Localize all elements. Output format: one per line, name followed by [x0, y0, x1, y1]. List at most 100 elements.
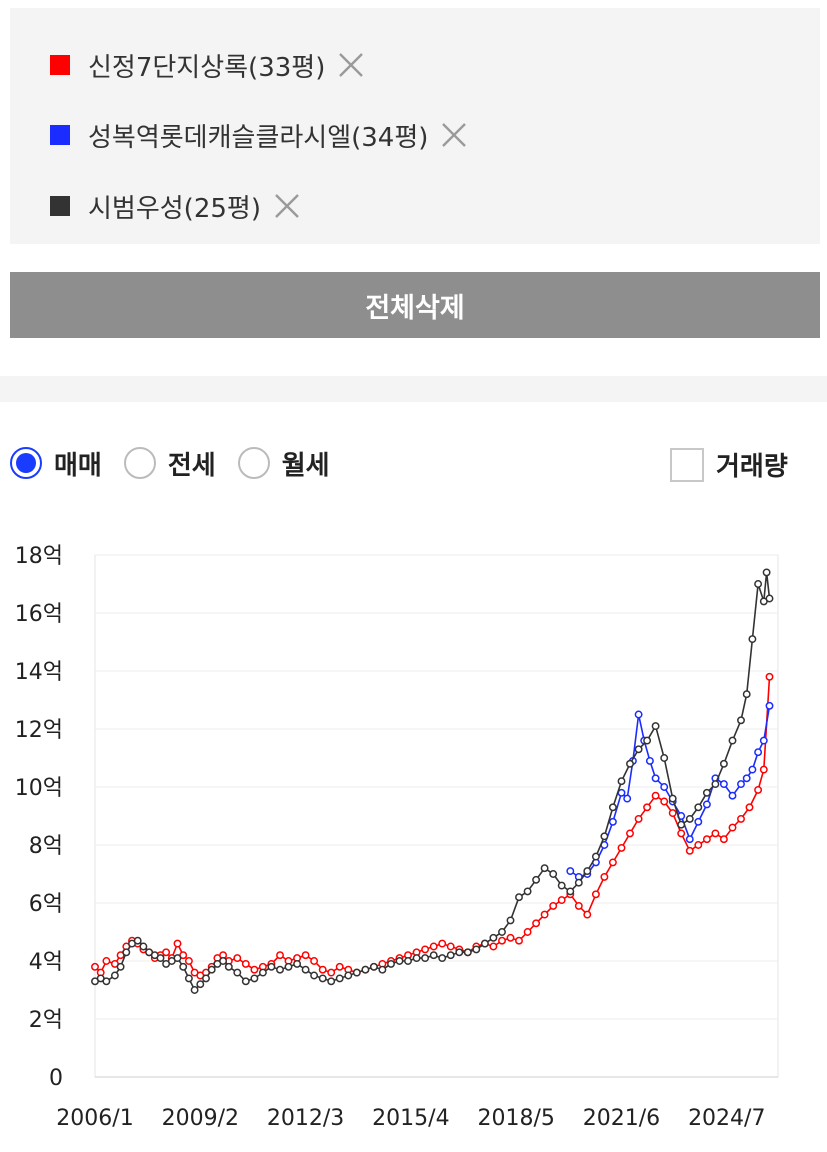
radio-label: 전세 — [167, 450, 216, 481]
data-point — [623, 794, 632, 803]
data-point — [759, 765, 768, 774]
data-point — [184, 957, 193, 965]
data-point — [745, 803, 754, 812]
data-point — [634, 745, 643, 754]
volume-checkbox[interactable]: 거래량 — [670, 446, 788, 483]
y-tick-label: 6억 — [29, 892, 63, 917]
data-point — [446, 951, 455, 960]
data-point — [301, 965, 310, 974]
data-point — [267, 962, 276, 971]
data-point — [728, 823, 737, 832]
data-point — [318, 974, 327, 983]
data-point — [421, 954, 430, 963]
compare-item-label: 신정7단지상록(33평) — [88, 52, 326, 83]
series-line — [94, 572, 771, 992]
data-point — [361, 965, 370, 974]
compare-item[interactable]: 성복역롯데캐슬클라시엘(34평) — [50, 115, 468, 155]
data-point — [301, 951, 310, 960]
data-point — [719, 780, 728, 789]
data-point — [626, 759, 634, 768]
data-point — [233, 954, 242, 963]
data-point — [506, 933, 515, 942]
data-point — [574, 901, 583, 910]
data-point — [702, 800, 711, 809]
data-point — [600, 872, 609, 881]
data-point — [754, 748, 763, 757]
data-point — [412, 954, 421, 963]
price-chart: 0 2억 4억 6억 8억 10억 12억 14억 16억 18억 2006/1 2009/2 201… — [15, 544, 779, 1131]
data-point — [742, 774, 751, 783]
data-point — [660, 783, 669, 791]
data-point — [429, 942, 438, 951]
x-tick-label: 2018/5 — [477, 1106, 554, 1131]
color-swatch — [50, 125, 70, 145]
data-point — [549, 901, 558, 910]
data-point — [711, 780, 720, 789]
data-point — [748, 635, 757, 644]
series-group — [91, 672, 774, 980]
data-point — [608, 858, 617, 867]
data-point — [626, 829, 634, 838]
data-point — [455, 948, 464, 957]
data-point — [276, 965, 284, 974]
data-point — [122, 948, 131, 957]
clear-all-button[interactable]: 전체삭제 — [10, 272, 820, 338]
data-point — [557, 896, 566, 905]
data-point — [241, 977, 250, 986]
data-point — [523, 887, 532, 896]
data-point — [498, 936, 506, 945]
data-point — [156, 954, 165, 963]
data-point — [694, 817, 703, 826]
data-point — [566, 867, 575, 876]
radio-trade[interactable]: 매매 — [10, 445, 102, 482]
y-tick-label: 8억 — [29, 834, 63, 859]
data-point — [219, 957, 228, 965]
data-point — [737, 814, 745, 823]
data-point — [634, 710, 643, 719]
compare-item-label: 성복역롯데캐슬클라시엘(34평) — [88, 122, 429, 153]
data-point — [651, 722, 660, 731]
data-point — [754, 785, 763, 794]
data-point — [91, 962, 99, 971]
data-point — [591, 852, 600, 861]
data-point — [250, 974, 259, 983]
data-point — [728, 736, 737, 745]
y-tick-label: 12억 — [15, 718, 63, 743]
data-point — [583, 867, 592, 876]
close-icon[interactable] — [273, 192, 301, 220]
data-point — [369, 962, 378, 971]
radio-monthly-rent[interactable]: 월세 — [237, 445, 330, 482]
data-point — [207, 965, 216, 974]
close-icon[interactable] — [440, 121, 468, 149]
data-point — [583, 910, 592, 919]
data-point — [202, 974, 210, 983]
data-point — [233, 968, 242, 977]
data-point — [617, 788, 626, 797]
x-tick-label: 2015/4 — [372, 1106, 449, 1131]
data-point — [387, 959, 395, 968]
data-point — [173, 954, 182, 963]
color-swatch — [50, 55, 70, 75]
data-point — [472, 945, 481, 954]
compare-item[interactable]: 시범우성(25평) — [50, 186, 301, 226]
data-point — [608, 817, 617, 826]
data-point — [608, 803, 617, 812]
data-point — [677, 829, 686, 838]
data-point — [327, 977, 336, 986]
data-point — [660, 754, 669, 762]
data-point — [344, 971, 353, 980]
data-point — [765, 594, 774, 603]
data-point — [110, 971, 119, 980]
data-point — [742, 690, 751, 699]
radio-checked-icon — [10, 447, 42, 479]
close-icon[interactable] — [337, 51, 365, 79]
data-point — [685, 835, 694, 844]
data-point — [327, 968, 336, 977]
data-point — [600, 832, 609, 841]
data-point — [711, 829, 720, 838]
radio-jeonse[interactable]: 전세 — [123, 445, 216, 482]
data-point — [284, 962, 293, 971]
data-point — [446, 942, 455, 951]
compare-item[interactable]: 신정7단지상록(33평) — [50, 45, 365, 85]
checkbox-icon — [670, 447, 704, 482]
